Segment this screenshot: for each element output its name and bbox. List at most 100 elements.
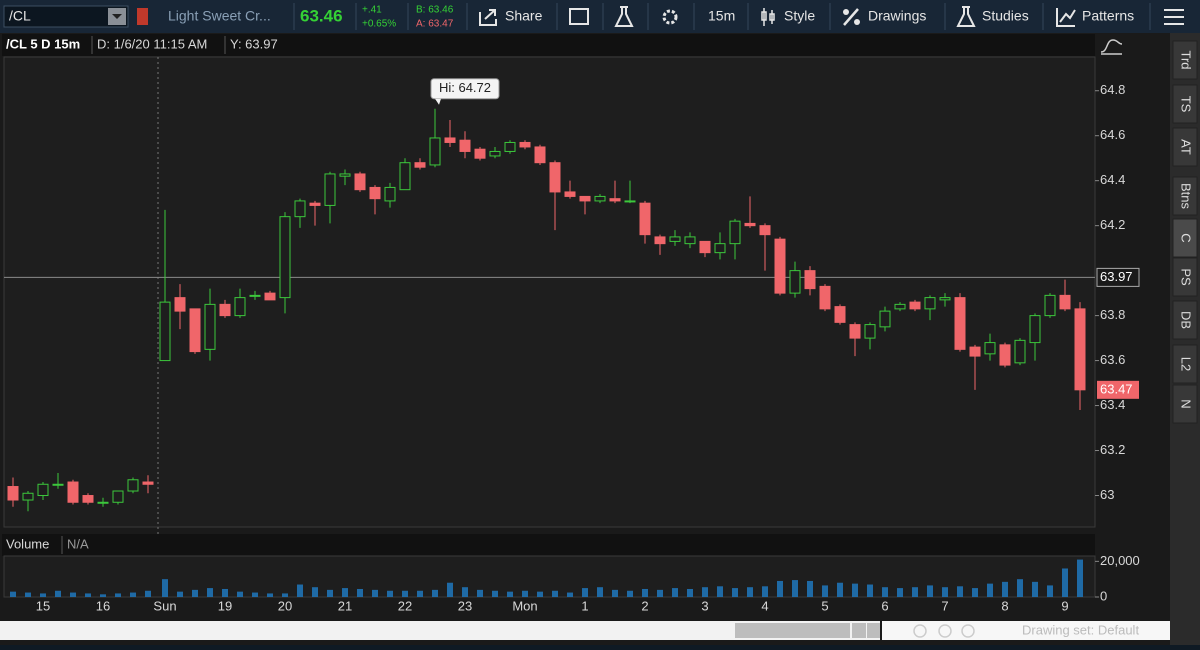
volume-bar [792, 580, 798, 597]
volume-bar [1002, 581, 1008, 597]
y-tick-label: 63 [1100, 487, 1114, 502]
side-tab[interactable]: Btns [1172, 176, 1198, 216]
settings-icon[interactable] [662, 9, 678, 25]
volume-bar [987, 583, 993, 597]
side-tab[interactable]: PS [1172, 257, 1198, 297]
candle-body [549, 162, 561, 193]
side-tab[interactable]: AT [1172, 127, 1198, 167]
candle-body [1074, 308, 1086, 391]
candle-body [414, 162, 426, 168]
tab-label: L2 [1179, 357, 1194, 371]
x-tick-label: 20 [278, 598, 292, 613]
menu-icon[interactable] [1164, 9, 1184, 25]
candle-body [654, 236, 666, 245]
alert-icon[interactable] [137, 8, 148, 25]
volume-bar [702, 587, 708, 597]
patterns-button[interactable]: Patterns [1056, 8, 1134, 27]
last-price: 63.46 [300, 6, 343, 25]
volume-bar [237, 591, 243, 597]
volume-status: N/A [67, 536, 89, 551]
candle-body [219, 303, 231, 317]
net-change: +.41 [362, 5, 382, 16]
x-tick-label: 6 [881, 598, 888, 613]
drawing-set[interactable]: Drawing set: Default [1022, 622, 1139, 637]
tab-label: C [1179, 233, 1194, 242]
news-icon[interactable] [569, 8, 589, 25]
candle-body [279, 216, 291, 299]
symbol-box[interactable] [3, 5, 129, 28]
annotation-box [430, 78, 500, 100]
volume-bar [507, 591, 513, 597]
volume-bar [642, 588, 648, 597]
tab-bg [1172, 384, 1198, 424]
zoom-icon[interactable] [961, 624, 975, 638]
candle-body [52, 483, 64, 486]
volume-bar [1032, 581, 1038, 597]
scroll-left[interactable] [852, 623, 866, 638]
candle-body [504, 141, 516, 152]
chart-header [2, 34, 1095, 56]
volume-bar [822, 585, 828, 597]
share-icon [479, 9, 497, 26]
candle-body [399, 162, 411, 191]
side-tabs: Trd TS AT Btns C PS DB L2 N [1172, 40, 1198, 424]
drawings-button[interactable]: Drawings [843, 8, 926, 26]
volume-bar [130, 592, 136, 597]
x-tick-label: 3 [701, 598, 708, 613]
candle-body [519, 141, 531, 148]
tab-bg [1172, 257, 1198, 297]
studies-button[interactable]: Studies [956, 6, 1029, 27]
candle-body [159, 301, 171, 362]
zoom-bar [882, 621, 1170, 640]
side-tab[interactable]: TS [1172, 84, 1198, 124]
style-button[interactable]: Style [761, 8, 815, 26]
x-tick-label: 23 [458, 598, 472, 613]
drawings-icon [843, 8, 859, 26]
button-label: Drawings [868, 8, 926, 24]
description: Light Sweet Cr... [168, 8, 271, 24]
tab-label: AT [1179, 139, 1194, 155]
candle-body [369, 186, 381, 200]
zoom-icon[interactable] [938, 624, 952, 638]
share-button[interactable]: Share [479, 8, 543, 26]
crosshair-label: 63.97 [1100, 269, 1133, 284]
zoom-icon[interactable] [913, 624, 927, 638]
side-tab[interactable]: Trd [1172, 40, 1198, 80]
side-tab[interactable]: C [1172, 218, 1198, 258]
candle-body [7, 486, 19, 501]
scrollbar-track[interactable] [0, 621, 880, 640]
side-tab[interactable]: N [1172, 384, 1198, 424]
scrollbar-thumb[interactable] [735, 623, 850, 638]
volume-bar [1017, 579, 1023, 597]
candle-body [249, 294, 261, 297]
aggregation-button[interactable]: 15m [708, 8, 735, 24]
volume-bar [342, 588, 348, 597]
candle-body [999, 344, 1011, 366]
scroll-right[interactable] [867, 623, 880, 638]
candle-body [127, 479, 139, 492]
volume-bar [462, 587, 468, 597]
dropdown-arrow [112, 14, 122, 19]
candle-body [939, 297, 951, 301]
candle-body [174, 297, 186, 312]
candle-body [324, 173, 336, 206]
volume-bar [432, 589, 438, 597]
volume-bar [267, 593, 273, 597]
bid: B: 63.46 [416, 5, 454, 16]
candle-body [444, 137, 456, 143]
flask-icon[interactable] [614, 6, 634, 27]
tab-label: TS [1179, 96, 1194, 113]
side-tab[interactable]: L2 [1172, 344, 1198, 384]
volume-bar [762, 586, 768, 597]
candle-body [954, 297, 966, 350]
y-tick-label: 64.6 [1100, 127, 1125, 142]
side-tab[interactable]: DB [1172, 300, 1198, 340]
pane-icon[interactable] [1100, 39, 1123, 55]
candle-body [624, 200, 636, 203]
candle-body [534, 146, 546, 164]
volume-bar [1077, 559, 1083, 597]
volume-bar [492, 590, 498, 597]
volume-tick-label: 0 [1100, 588, 1107, 603]
volume-bar [687, 588, 693, 597]
